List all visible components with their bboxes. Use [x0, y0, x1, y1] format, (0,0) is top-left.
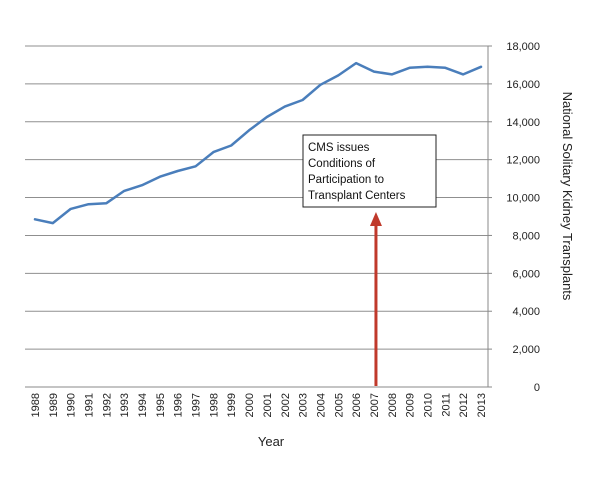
data-point	[212, 151, 215, 153]
annotation: CMS issues Conditions of Participation to T…	[302, 134, 437, 386]
x-tick-label: 2005	[333, 393, 345, 417]
annotation-arrow-head	[369, 212, 382, 226]
gridlines	[25, 45, 488, 350]
x-axis-title: Year	[258, 434, 285, 449]
data-point	[123, 190, 125, 192]
annotation-text: Conditions of	[308, 158, 376, 170]
annotation-text: Transplant Centers	[308, 190, 406, 202]
x-tick-label: 2000	[244, 393, 256, 417]
data-point	[444, 66, 447, 69]
data-point	[266, 116, 268, 118]
data-point	[87, 203, 90, 205]
x-tick-labels: 1988 1989 1990 1991 1992 1993 1994 1995 1996 1997…	[30, 393, 488, 417]
data-point	[373, 70, 375, 73]
data-point	[141, 184, 143, 187]
x-tick-label: 1990	[66, 393, 78, 417]
x-tick-label: 1992	[101, 393, 113, 417]
x-tick-label: 1996	[173, 393, 185, 417]
y-tick-label: 2,000	[512, 344, 540, 356]
x-tick-label: 2012	[458, 393, 470, 417]
data-point	[34, 218, 36, 221]
data-point	[230, 144, 233, 147]
x-tick-label: 2004	[315, 393, 327, 417]
x-tick-label: 2001	[262, 393, 274, 417]
x-tick-label: 2003	[298, 393, 310, 417]
x-tick-label: 2006	[351, 393, 363, 417]
x-tick-label: 1993	[119, 393, 131, 417]
y-tick-label: 6,000	[512, 268, 540, 280]
x-tick-label: 1999	[226, 393, 238, 417]
data-point	[480, 66, 482, 68]
data-point	[319, 84, 322, 86]
data-point	[69, 208, 72, 210]
data-point	[355, 62, 357, 64]
x-tick-label: 2009	[405, 393, 417, 417]
data-point	[426, 66, 429, 68]
data-point	[283, 105, 286, 108]
x-tick-label: 1998	[208, 393, 220, 417]
data-point	[337, 74, 340, 77]
data-point	[159, 175, 161, 178]
series-line	[33, 61, 483, 225]
y-tick-label: 8,000	[512, 230, 540, 242]
annotation-box	[302, 134, 437, 208]
x-tick-label: 2008	[387, 393, 399, 417]
y-tick-label: 18,000	[506, 41, 540, 53]
data-point	[105, 202, 108, 205]
x-tick-label: 1995	[155, 393, 167, 417]
y-tick-label: 10,000	[506, 193, 540, 205]
series-layer	[33, 61, 483, 225]
x-tick-label: 1988	[30, 393, 42, 417]
y-tick-label: 12,000	[506, 155, 540, 167]
annotation-text: Participation to	[308, 174, 384, 186]
axes	[25, 46, 489, 388]
data-point	[52, 222, 54, 224]
x-tick-label: 2013	[476, 393, 488, 417]
y-tick-labels: 0 2,000 4,000 6,000 8,000 10,000 12,000 14,000 1…	[488, 41, 540, 394]
y-tick-label: 16,000	[506, 79, 540, 91]
x-tick-label: 2007	[369, 393, 381, 417]
y-tick-label: 14,000	[506, 117, 540, 129]
x-tick-label: 2010	[422, 393, 434, 417]
x-tick-label: 2011	[440, 393, 452, 417]
data-point	[408, 66, 411, 69]
data-point	[176, 170, 179, 172]
y-tick-label: 4,000	[512, 306, 540, 318]
x-tick-label: 1989	[48, 393, 60, 417]
data-point	[194, 165, 197, 168]
x-tick-label: 2002	[280, 393, 292, 417]
data-point	[248, 129, 250, 132]
y-tick-label: 0	[534, 382, 540, 394]
y-axis-title: National Solitary Kidney Transplants	[560, 92, 575, 301]
annotation-text: CMS issues	[308, 142, 370, 154]
x-tick-label: 1997	[191, 393, 203, 417]
x-tick-label: 1991	[84, 393, 96, 417]
data-point	[462, 73, 464, 76]
x-tick-label: 1994	[137, 393, 149, 417]
data-point	[301, 99, 304, 101]
data-point	[391, 73, 393, 76]
